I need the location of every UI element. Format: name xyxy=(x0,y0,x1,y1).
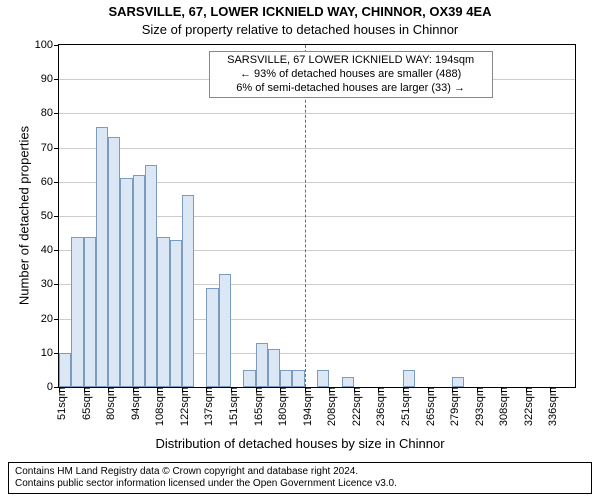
y-tick-label: 70 xyxy=(41,142,59,154)
y-tick-label: 100 xyxy=(35,39,59,51)
histogram-bar xyxy=(120,178,132,387)
x-tick-label: 65sqm xyxy=(75,387,93,420)
x-tick-label: 336sqm xyxy=(541,387,559,426)
histogram-bar xyxy=(170,240,182,387)
x-tick-label: 108sqm xyxy=(148,387,166,426)
histogram-bar xyxy=(317,370,329,387)
histogram-bar xyxy=(219,274,231,387)
x-tick-label: 279sqm xyxy=(443,387,461,426)
y-tick-label: 60 xyxy=(41,176,59,188)
x-tick-label: 265sqm xyxy=(419,387,437,426)
histogram-bar xyxy=(342,377,354,387)
y-tick-label: 90 xyxy=(41,73,59,85)
x-tick-label: 322sqm xyxy=(517,387,535,426)
chart-title-1: SARSVILLE, 67, LOWER ICKNIELD WAY, CHINN… xyxy=(0,4,600,19)
annotation-box: SARSVILLE, 67 LOWER ICKNIELD WAY: 194sqm… xyxy=(209,51,493,98)
x-tick-label: 165sqm xyxy=(247,387,265,426)
chart-title-2: Size of property relative to detached ho… xyxy=(0,22,600,37)
histogram-bar xyxy=(280,370,292,387)
x-tick-label: 308sqm xyxy=(492,387,510,426)
histogram-bar xyxy=(182,195,194,387)
histogram-bar xyxy=(145,165,157,387)
histogram-bar xyxy=(206,288,218,387)
histogram-bar xyxy=(133,175,145,387)
x-tick-label: 194sqm xyxy=(296,387,314,426)
histogram-bar xyxy=(292,370,304,387)
x-tick-label: 251sqm xyxy=(394,387,412,426)
footer-attribution: Contains HM Land Registry data © Crown c… xyxy=(8,462,592,494)
histogram-bar xyxy=(71,237,83,387)
grid-line xyxy=(59,148,575,149)
histogram-bar xyxy=(452,377,464,387)
x-tick-label: 222sqm xyxy=(345,387,363,426)
y-tick-label: 40 xyxy=(41,244,59,256)
y-tick-label: 80 xyxy=(41,107,59,119)
y-axis-label: Number of detached properties xyxy=(17,116,32,316)
x-tick-label: 208sqm xyxy=(320,387,338,426)
histogram-bar xyxy=(96,127,108,387)
annotation-line: 6% of semi-detached houses are larger (3… xyxy=(215,82,487,96)
annotation-line: ← 93% of detached houses are smaller (48… xyxy=(215,68,487,82)
x-tick-label: 122sqm xyxy=(173,387,191,426)
x-tick-label: 80sqm xyxy=(99,387,117,420)
x-tick-label: 236sqm xyxy=(369,387,387,426)
histogram-bar xyxy=(108,137,120,387)
histogram-bar xyxy=(243,370,255,387)
y-tick-label: 50 xyxy=(41,210,59,222)
x-tick-label: 137sqm xyxy=(197,387,215,426)
y-tick-label: 30 xyxy=(41,278,59,290)
histogram-bar xyxy=(84,237,96,387)
footer-line-1: Contains HM Land Registry data © Crown c… xyxy=(15,466,585,478)
annotation-line: SARSVILLE, 67 LOWER ICKNIELD WAY: 194sqm xyxy=(215,54,487,68)
x-tick-label: 51sqm xyxy=(50,387,68,420)
chart-container: SARSVILLE, 67, LOWER ICKNIELD WAY, CHINN… xyxy=(0,0,600,500)
plot-area: 010203040506070809010051sqm65sqm80sqm94s… xyxy=(58,44,576,388)
histogram-bar xyxy=(268,349,280,387)
histogram-bar xyxy=(403,370,415,387)
x-tick-label: 151sqm xyxy=(222,387,240,426)
y-tick-label: 10 xyxy=(41,347,59,359)
histogram-bar xyxy=(157,237,169,387)
x-tick-label: 180sqm xyxy=(271,387,289,426)
x-tick-label: 94sqm xyxy=(124,387,142,420)
footer-line-2: Contains public sector information licen… xyxy=(15,478,585,490)
y-tick-label: 20 xyxy=(41,313,59,325)
x-tick-label: 293sqm xyxy=(468,387,486,426)
grid-line xyxy=(59,113,575,114)
histogram-bar xyxy=(256,343,268,387)
x-axis-label: Distribution of detached houses by size … xyxy=(0,436,600,451)
histogram-bar xyxy=(59,353,71,387)
